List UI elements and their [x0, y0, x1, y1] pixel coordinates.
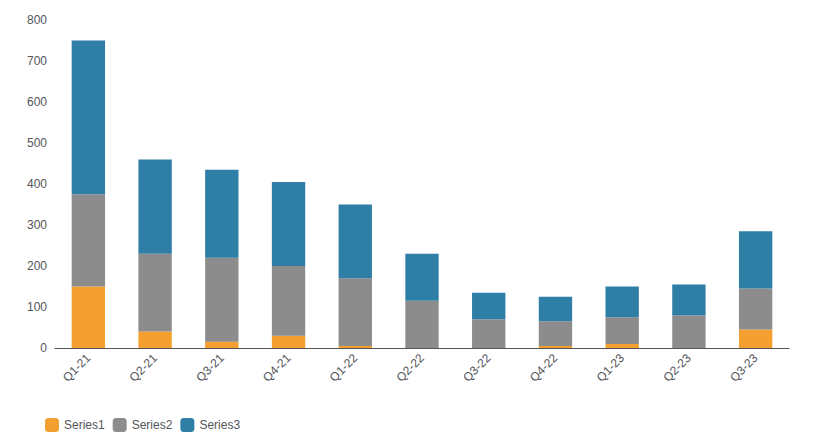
svg-text:Q3-21: Q3-21 [193, 351, 227, 385]
svg-text:0: 0 [40, 341, 47, 355]
svg-text:Q1-21: Q1-21 [60, 351, 94, 385]
svg-text:700: 700 [27, 54, 47, 68]
svg-text:800: 800 [27, 13, 47, 27]
svg-text:500: 500 [27, 136, 47, 150]
svg-text:Series3: Series3 [199, 418, 240, 432]
svg-text:Q1-22: Q1-22 [327, 351, 361, 385]
svg-text:Q4-21: Q4-21 [260, 351, 294, 385]
svg-text:Series2: Series2 [132, 418, 173, 432]
svg-text:Q3-23: Q3-23 [727, 351, 761, 385]
svg-text:Series1: Series1 [64, 418, 105, 432]
svg-text:Q4-22: Q4-22 [527, 351, 561, 385]
svg-text:300: 300 [27, 218, 47, 232]
svg-text:200: 200 [27, 259, 47, 273]
svg-text:Q2-22: Q2-22 [393, 351, 427, 385]
svg-text:Q3-22: Q3-22 [460, 351, 494, 385]
svg-text:Q2-21: Q2-21 [127, 351, 161, 385]
svg-text:Q2-23: Q2-23 [660, 351, 694, 385]
svg-text:Q1-23: Q1-23 [594, 351, 628, 385]
svg-text:400: 400 [27, 177, 47, 191]
svg-text:600: 600 [27, 95, 47, 109]
svg-text:100: 100 [27, 300, 47, 314]
